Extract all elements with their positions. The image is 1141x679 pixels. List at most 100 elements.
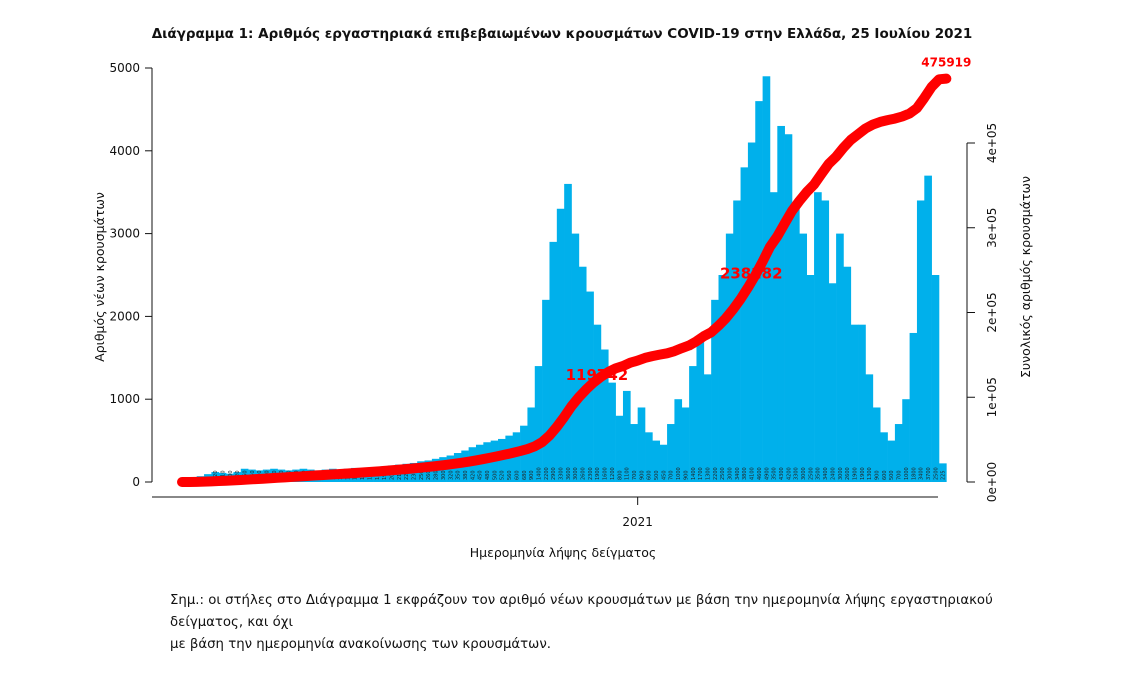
- bar-value-label: 500: [889, 470, 895, 480]
- bar-value-label: 120: [213, 470, 219, 480]
- bar: [894, 424, 903, 482]
- y-axis-right: 0e+00 1e+05 2e+05 3e+05 4e+05: [966, 123, 999, 502]
- bar: [542, 299, 550, 482]
- bar-value-label: 480: [485, 470, 491, 480]
- bar-value-label: 4300: [779, 467, 785, 480]
- y2-tick-label: 0e+00: [985, 462, 999, 502]
- bar: [733, 200, 741, 483]
- bar: [880, 432, 888, 482]
- bar-value-label: 100: [228, 470, 234, 480]
- bar-value-label: 380: [463, 470, 469, 480]
- bar-value-label: 2500: [720, 467, 726, 480]
- bar: [931, 275, 940, 482]
- cumulative-line-group: 119742 238282 475919: [177, 56, 971, 487]
- cumulative-line: [177, 73, 952, 487]
- bar: [718, 275, 727, 482]
- bar-value-label: 500: [654, 470, 660, 480]
- bar-value-label: 4600: [757, 467, 763, 480]
- x-axis-label: Ημερομηνία λήψης δείγματος: [470, 545, 657, 560]
- bar-value-label: 900: [875, 470, 881, 480]
- bar: [703, 374, 712, 482]
- x-tick-label-2021: 2021: [622, 515, 653, 529]
- bar: [556, 208, 565, 482]
- bar: [887, 440, 896, 482]
- bar-value-label: 250: [419, 470, 425, 480]
- bar: [740, 167, 749, 483]
- y-tick-label: 3000: [109, 227, 140, 241]
- footnote: Σημ.: οι στήλες στο Διάγραμμα 1 εκφράζου…: [170, 590, 1060, 656]
- bar: [784, 134, 793, 483]
- y-tick-label: 2000: [109, 309, 140, 323]
- bar-value-label: 1900: [852, 467, 858, 480]
- y-axis-left: 0 1000 2000 3000 4000 5000: [109, 61, 153, 489]
- bar-value-label: 680: [522, 470, 528, 480]
- bar: [916, 200, 925, 483]
- bar: [615, 415, 624, 482]
- bar-value-label: 3400: [919, 467, 925, 480]
- bar-value-label: 4100: [750, 467, 756, 480]
- bar: [549, 241, 558, 482]
- bar-value-label: 900: [639, 470, 645, 480]
- bar: [667, 424, 675, 482]
- bar: [828, 283, 837, 482]
- bar-value-label: 1000: [676, 467, 682, 480]
- bar-value-label: 2500: [808, 467, 814, 480]
- bar: [564, 183, 572, 483]
- bar-value-label: 2900: [551, 467, 557, 480]
- bar: [498, 438, 506, 482]
- bar: [630, 424, 638, 482]
- bar: [755, 101, 763, 483]
- bar-value-label: 900: [529, 470, 535, 480]
- bar: [652, 440, 661, 482]
- bar-value-label: 3000: [838, 467, 844, 480]
- bar: [865, 374, 874, 482]
- bar-value-label: 1900: [860, 467, 866, 480]
- bar-value-label: 560: [507, 470, 513, 480]
- bar: [645, 432, 653, 482]
- bar-value-label: 320: [448, 470, 454, 480]
- bar: [659, 444, 668, 482]
- bar-value-label: 4200: [786, 467, 792, 480]
- footnote-line-1: Σημ.: οι στήλες στο Διάγραμμα 1 εκφράζου…: [170, 593, 993, 630]
- bar-value-label: 520: [500, 470, 506, 480]
- cumulative-annotation: 475919: [921, 56, 971, 70]
- bar-value-label: 700: [669, 470, 675, 480]
- bar: [689, 366, 697, 482]
- bar: [924, 175, 932, 482]
- bar: [571, 233, 580, 482]
- y-tick-label: 5000: [109, 61, 140, 75]
- y2-axis-label: Συνολικός αριθμός κρουσμάτων: [1018, 176, 1033, 378]
- bar: [806, 275, 815, 482]
- bar-value-label: 350: [456, 470, 462, 480]
- bar: [843, 266, 852, 482]
- bar-value-label: 1100: [625, 467, 631, 480]
- bar-value-label: 700: [632, 470, 638, 480]
- bar: [836, 233, 844, 482]
- bar-value-label: 300: [441, 470, 447, 480]
- bar-value-label: 1200: [610, 467, 616, 480]
- bar-value-label: 2600: [845, 467, 851, 480]
- bar: [600, 349, 609, 482]
- bar-value-label: 3400: [823, 467, 829, 480]
- bar: [637, 407, 646, 482]
- bar: [578, 266, 587, 482]
- bar: [512, 432, 521, 482]
- bar-value-label: 3500: [816, 467, 822, 480]
- bar: [725, 233, 734, 482]
- x-axis: 2021: [152, 496, 938, 529]
- bar: [762, 76, 771, 482]
- bar-value-label: 3000: [573, 467, 579, 480]
- bar: [711, 299, 719, 482]
- bar-value-label: 500: [492, 470, 498, 480]
- bar-value-label: 220: [404, 470, 410, 480]
- y-tick-label: 4000: [109, 144, 140, 158]
- bar-value-label: 225: [941, 470, 947, 480]
- bar-value-label: 3300: [559, 467, 565, 480]
- bar-value-label: 800: [617, 470, 623, 480]
- bar: [939, 463, 947, 482]
- bar-value-label: 600: [647, 470, 653, 480]
- bar-value-label: 600: [514, 470, 520, 480]
- bar: [696, 341, 705, 482]
- bar-value-label: 210: [397, 470, 403, 480]
